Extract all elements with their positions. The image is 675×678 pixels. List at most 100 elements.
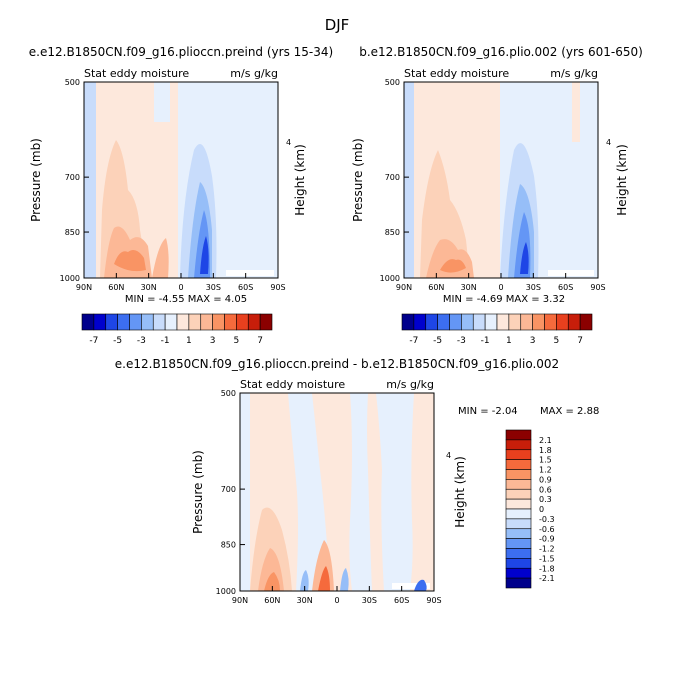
- units-label: m/s g/kg: [230, 67, 278, 80]
- panel-plio: b.e12.B1850CN.f09_g16.plio.002 (yrs 601-…: [351, 45, 643, 346]
- colorbar-box: [425, 313, 438, 331]
- y2-tick-label: 4: [606, 138, 611, 147]
- min-max-stats: MIN = -4.69 MAX = 3.32: [443, 294, 565, 305]
- colorbar-label: 0.3: [539, 495, 552, 504]
- colorbar-label: -1.5: [539, 554, 555, 563]
- units-label: m/s g/kg: [550, 67, 598, 80]
- fill-neg-e: [340, 568, 349, 591]
- colorbar-box: [505, 488, 532, 500]
- colorbar-box: [247, 313, 261, 331]
- y-tick-label: 1000: [380, 274, 400, 283]
- colorbar-label: -3: [457, 336, 466, 346]
- colorbar-box: [449, 313, 462, 331]
- x-tick-label: 30S: [362, 596, 377, 605]
- fill-np-negative: [240, 393, 250, 591]
- colorbar-label: -1: [481, 336, 490, 346]
- colorbar-label: -7: [409, 336, 418, 346]
- max-stat: MAX = 2.88: [540, 406, 599, 417]
- colorbar-label: -1: [161, 336, 170, 346]
- panel-title: e.e12.B1850CN.f09_g16.plioccn.preind (yr…: [29, 45, 333, 59]
- y2-axis-label: Height (km): [615, 144, 629, 215]
- colorbar-box: [505, 439, 532, 451]
- colorbar-box: [472, 313, 486, 331]
- colorbar-box: [200, 313, 213, 331]
- colorbar-box: [164, 313, 178, 331]
- x-tick-label: 60S: [558, 283, 573, 292]
- colorbar-label: 1.8: [539, 446, 552, 455]
- y-tick-label: 500: [385, 78, 400, 87]
- y2-axis-label: Height (km): [453, 456, 467, 527]
- units-label: m/s g/kg: [386, 378, 434, 391]
- variable-label: Stat eddy moisture: [404, 67, 509, 80]
- colorbar-box: [505, 429, 532, 441]
- colorbar-label: 5: [554, 336, 560, 346]
- y-tick-label: 850: [221, 541, 236, 550]
- x-tick-label: 30N: [141, 283, 157, 292]
- x-tick-label: 30N: [297, 596, 313, 605]
- colorbar-box: [505, 577, 532, 589]
- colorbar-box: [212, 313, 225, 331]
- fill-upper-negative: [154, 82, 170, 122]
- contour-field: [404, 82, 598, 278]
- fill-np-negative: [404, 82, 414, 278]
- fill-neg-b: [349, 393, 372, 591]
- colorbar-label: -0.6: [539, 525, 555, 534]
- colorbar-box: [556, 313, 569, 331]
- colorbar-label: -0.9: [539, 535, 555, 544]
- x-tick-label: 0: [178, 283, 183, 292]
- colorbar-box: [176, 313, 190, 331]
- colorbar-box: [224, 313, 237, 331]
- fill-band-3: [440, 259, 466, 273]
- colorbar-label: 1: [186, 336, 192, 346]
- colorbar-label: 3: [210, 336, 216, 346]
- fill-neg-c: [376, 393, 414, 591]
- x-tick-label: 60N: [428, 283, 444, 292]
- y-tick-label: 500: [221, 389, 236, 398]
- y-tick-label: 1000: [216, 587, 236, 596]
- colorbar-box: [505, 558, 532, 569]
- y-axis-label: Pressure (mb): [351, 138, 365, 222]
- x-tick-label: 60S: [238, 283, 253, 292]
- contour-field: [84, 82, 278, 278]
- colorbar-box: [505, 459, 532, 470]
- fill-band-1: [420, 150, 470, 278]
- colorbar-box: [259, 313, 273, 331]
- colorbar-box: [505, 538, 532, 549]
- x-tick-label: 30S: [206, 283, 221, 292]
- colorbar-box: [129, 313, 142, 331]
- colorbar-box: [152, 313, 166, 331]
- y-tick-label: 700: [385, 173, 400, 182]
- colorbar-label: -5: [113, 336, 122, 346]
- colorbar-box: [93, 313, 107, 331]
- y2-tick-label: 4: [286, 138, 291, 147]
- x-tick-label: 60N: [264, 596, 280, 605]
- colorbar-box: [401, 313, 415, 331]
- x-tick-label: 0: [498, 283, 503, 292]
- colorbar-box: [461, 313, 474, 331]
- colorbar-label: -2.1: [539, 574, 555, 583]
- fill-surface: [392, 583, 430, 589]
- y-tick-label: 850: [65, 228, 80, 237]
- panel-preind: e.e12.B1850CN.f09_g16.plioccn.preind (yr…: [29, 45, 333, 346]
- colorbar-label: 3: [530, 336, 536, 346]
- colorbar-label: 1: [506, 336, 512, 346]
- colorbar-box: [81, 313, 95, 331]
- colorbar-box: [413, 313, 427, 331]
- contour-field: [240, 393, 434, 591]
- colorbar-box: [505, 518, 532, 530]
- x-tick-label: 60N: [108, 283, 124, 292]
- fill-neg-d: [300, 570, 309, 591]
- colorbar-label: -7: [89, 336, 98, 346]
- fill-neg-4: [200, 236, 209, 274]
- variable-label: Stat eddy moisture: [240, 378, 345, 391]
- x-tick-label: 90N: [232, 596, 248, 605]
- colorbar-label: 2.1: [539, 436, 552, 445]
- colorbar-box: [508, 313, 522, 331]
- y-axis-label: Pressure (mb): [29, 138, 43, 222]
- colorbar-box: [532, 313, 545, 331]
- x-tick-label: 30S: [526, 283, 541, 292]
- y-axis-label: Pressure (mb): [191, 450, 205, 534]
- y-tick-label: 700: [221, 485, 236, 494]
- colorbar-label: 0: [539, 505, 544, 514]
